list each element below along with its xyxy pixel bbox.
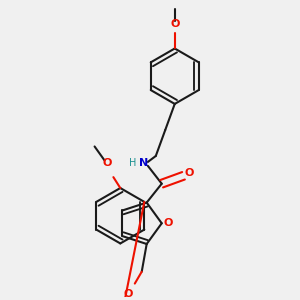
Text: H: H bbox=[129, 158, 137, 168]
Text: O: O bbox=[123, 290, 133, 299]
Text: O: O bbox=[170, 19, 179, 29]
Text: O: O bbox=[164, 218, 173, 228]
Text: O: O bbox=[103, 158, 112, 168]
Text: N: N bbox=[139, 158, 148, 168]
Text: O: O bbox=[185, 168, 194, 178]
